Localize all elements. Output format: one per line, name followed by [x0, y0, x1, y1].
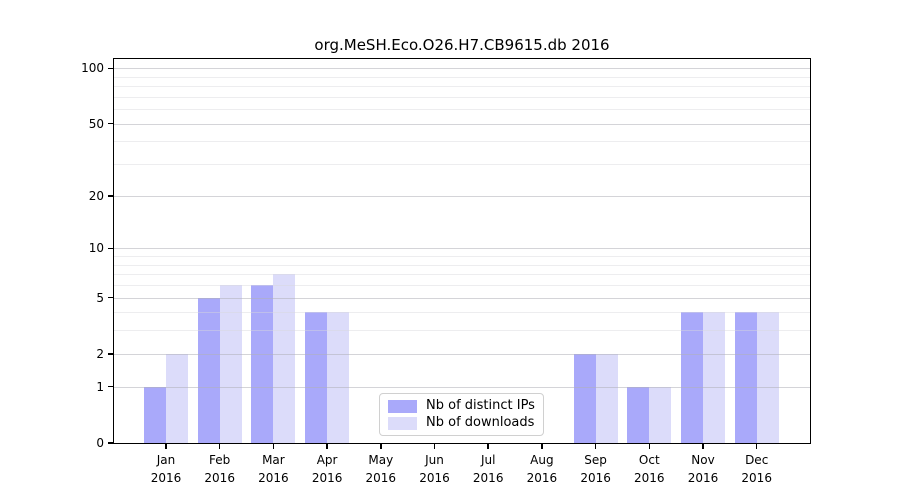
x-axis-tick [165, 443, 167, 449]
bar-sep-downloads [595, 353, 618, 443]
x-axis-tick-year: 2016 [419, 471, 450, 485]
legend-item-downloads: Nb of downloads [388, 416, 535, 430]
plot-area: 0 1 2 5 10 20 50 100 Jan 2016 Feb 2016 Mar 2016 Apr 201… [81, 58, 811, 485]
legend-swatch-downloads-icon [388, 416, 417, 430]
x-axis-tick-year: 2016 [150, 471, 182, 485]
bar-mar-downloads [273, 274, 296, 443]
bar-mar-ips [251, 284, 274, 443]
x-axis-tick-year: 2016 [365, 471, 397, 485]
chart-title: org.MeSH.Eco.O26.H7.CB9615.db 2016 [314, 36, 610, 54]
x-axis-tick-label: Oct 2016 [634, 453, 665, 485]
y-axis-tick [108, 122, 114, 125]
x-axis-tick-year: 2016 [204, 471, 235, 485]
y-axis-tick [108, 67, 114, 69]
y-axis-tick-label: 10 [88, 241, 104, 256]
y-axis-tick-label: 50 [88, 116, 104, 131]
bar-sep-ips [573, 353, 596, 443]
y-axis-tick [108, 442, 114, 444]
x-axis-tick-year: 2016 [472, 471, 504, 485]
y-axis-tick-label: 1 [96, 379, 104, 394]
legend-item-distinct-ips: Nb of distinct IPs [388, 399, 535, 413]
x-axis-tick [648, 443, 651, 449]
bar-jan-ips [144, 386, 166, 443]
bar-dec-ips [734, 312, 757, 443]
bar-dec-downloads [756, 312, 779, 443]
bar-feb-ips [197, 297, 220, 443]
x-axis-tick [541, 443, 543, 449]
x-axis-tick [380, 443, 382, 449]
x-axis-tick-label: Apr 2016 [311, 453, 343, 485]
y-axis-tick-label: 0 [96, 436, 104, 450]
x-axis-tick-label: Jul 2016 [472, 453, 504, 485]
x-axis-tick-year: 2016 [258, 471, 289, 485]
x-axis-tick-label: May 2016 [365, 453, 397, 485]
x-axis-tick-year: 2016 [526, 471, 558, 485]
legend: Nb of distinct IPs Nb of downloads [379, 393, 544, 436]
y-axis-tick-label: 20 [88, 188, 104, 203]
y-axis-tick-label: 2 [96, 346, 104, 361]
x-axis-tick-label: Feb 2016 [204, 453, 235, 485]
x-axis-tick-year: 2016 [634, 471, 665, 485]
bar-nov-downloads [703, 312, 725, 443]
x-axis-tick-label: Nov 2016 [687, 453, 719, 485]
x-axis-tick [326, 443, 328, 449]
x-axis-tick-label: Jan 2016 [150, 453, 182, 485]
bar-feb-downloads [219, 284, 242, 443]
bars-layer [114, 59, 810, 443]
bar-nov-ips [681, 312, 703, 443]
x-axis-tick-year: 2016 [741, 471, 772, 485]
y-axis-tick [108, 195, 114, 197]
x-axis-tick [702, 443, 704, 449]
x-axis-tick-label: Dec 2016 [741, 453, 772, 485]
bar-oct-downloads [649, 386, 672, 443]
x-axis-tick [218, 443, 221, 449]
x-axis-tick-year: 2016 [687, 471, 719, 485]
y-axis-tick [108, 353, 114, 355]
x-axis-tick [487, 443, 489, 449]
x-axis-tick [433, 443, 436, 449]
x-axis-tick-year: 2016 [311, 471, 343, 485]
x-axis-tick [594, 443, 597, 449]
legend-label-downloads: Nb of downloads [426, 415, 535, 430]
y-axis-tick [108, 296, 114, 299]
y-axis-tick-label: 100 [81, 61, 104, 76]
x-axis-tick-label: Mar 2016 [258, 453, 289, 485]
bar-apr-downloads [327, 312, 350, 443]
y-axis-tick-label: 5 [96, 290, 104, 305]
legend-label-distinct-ips: Nb of distinct IPs [426, 398, 535, 413]
y-axis-tick [108, 385, 114, 388]
bar-jan-downloads [166, 353, 188, 443]
x-axis-tick-label: Aug 2016 [526, 453, 558, 485]
x-axis-tick-year: 2016 [580, 471, 611, 485]
x-axis-tick-label: Sep 2016 [580, 453, 611, 485]
x-axis-tick [755, 443, 758, 449]
bar-apr-ips [305, 312, 328, 443]
legend-swatch-distinct-ips-icon [388, 399, 417, 413]
y-axis-tick [108, 247, 114, 250]
x-axis-tick [272, 443, 275, 449]
x-axis-tick-label: Jun 2016 [419, 453, 450, 485]
bar-oct-ips [627, 386, 650, 443]
